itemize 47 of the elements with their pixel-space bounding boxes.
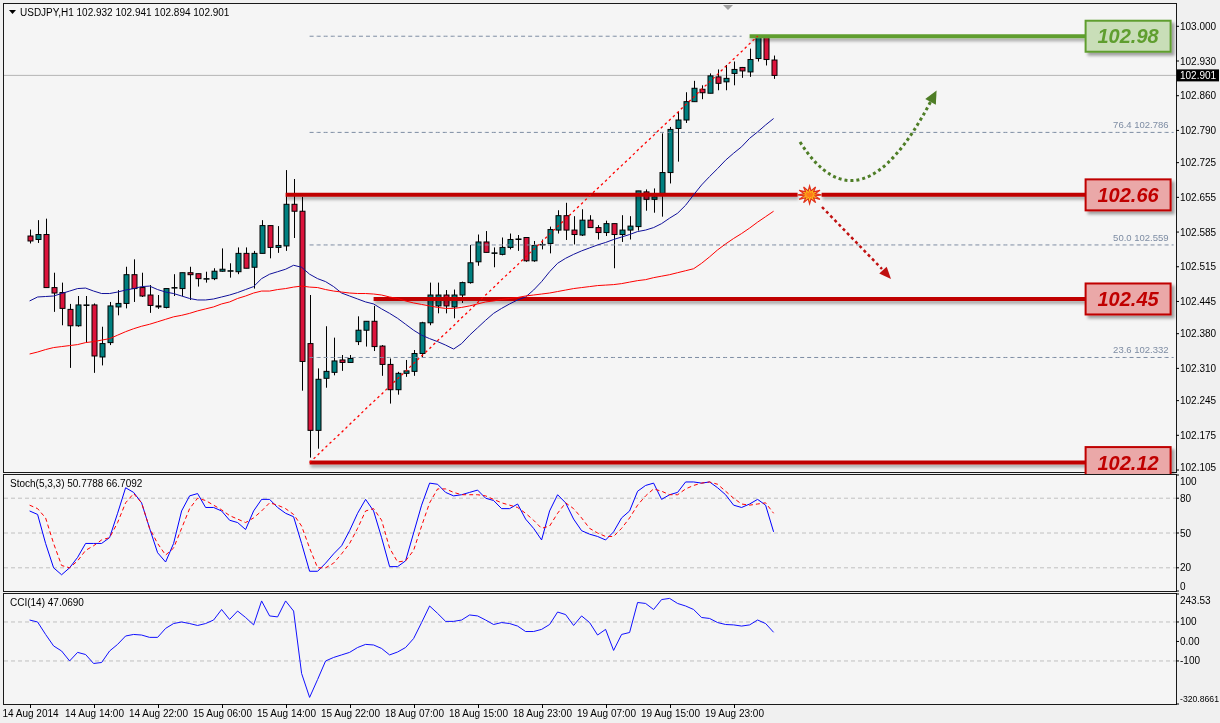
chart-title: CCI(14) 47.0690 [10,597,85,608]
x-tick-label: 15 Aug 22:00 [321,708,381,719]
y-tick-label: 102.790 [1180,124,1217,136]
x-tick-label: 14 Aug 14:00 [65,708,125,719]
y-tick-label: 102.380 [1180,328,1217,340]
y-tick-label: 243.53 [1180,594,1212,606]
y-tick-label: 100 [1180,475,1198,487]
x-tick-label: 19 Aug 15:00 [641,708,701,719]
y-tick-label: -320.8661 [1180,694,1220,704]
x-tick-label: 14 Aug 22:00 [129,708,189,719]
y-tick-label: 102.725 [1180,157,1217,169]
x-tick-label: 15 Aug 06:00 [193,708,253,719]
series-label: 23.6 102.332 [1113,344,1169,356]
x-tick-label: 18 Aug 23:00 [513,708,573,719]
series-label: 50.0 102.559 [1113,231,1169,243]
x-tick-label: 18 Aug 07:00 [385,708,445,719]
x-tick-label: 15 Aug 14:00 [257,708,317,719]
y-tick-label: 0 [1180,580,1186,592]
series-label: 76.4 102.786 [1113,119,1169,131]
line-series [29,118,775,350]
y-tick-label: 0.00 [1180,635,1200,647]
series-label: 102.98 [1097,25,1160,48]
x-tick-label: 18 Aug 15:00 [449,708,509,719]
y-tick-label: 80 [1180,492,1192,504]
y-tick-label: 102.860 [1180,90,1217,102]
series-label: 102.45 [1097,287,1160,310]
y-tick-label: 102.245 [1180,395,1217,407]
y-tick-label: 102.105 [1180,461,1217,473]
y-tick-label: 102.655 [1180,191,1217,203]
x-tick-label: 14 Aug 2014 [2,708,60,719]
chart-title: Stoch(5,3,3) 50.7788 66.7092 [10,478,143,489]
x-tick-label: 19 Aug 07:00 [577,708,637,719]
chart-title: USDJPY,H1 102.932 102.941 102.894 102.901 [20,7,230,18]
y-tick-label: 102.585 [1180,226,1217,238]
y-tick-label: -100 [1180,655,1201,667]
x-tick-label: 19 Aug 23:00 [705,708,765,719]
y-tick-label: 102.930 [1180,55,1217,67]
y-tick-label: 20 [1180,562,1192,574]
y-tick-label: 102.515 [1180,261,1217,273]
series-label: 102.12 [1097,451,1159,474]
y-tick-label: 102.445 [1180,295,1217,307]
y-tick-label: 50 [1180,527,1192,539]
y-tick-label: 103.000 [1180,20,1217,32]
y-tick-label: 102.175 [1180,429,1217,441]
y-tick-label: 102.310 [1180,362,1217,374]
series-label: 102.66 [1097,183,1160,206]
y-tick-label: 100 [1180,616,1198,628]
